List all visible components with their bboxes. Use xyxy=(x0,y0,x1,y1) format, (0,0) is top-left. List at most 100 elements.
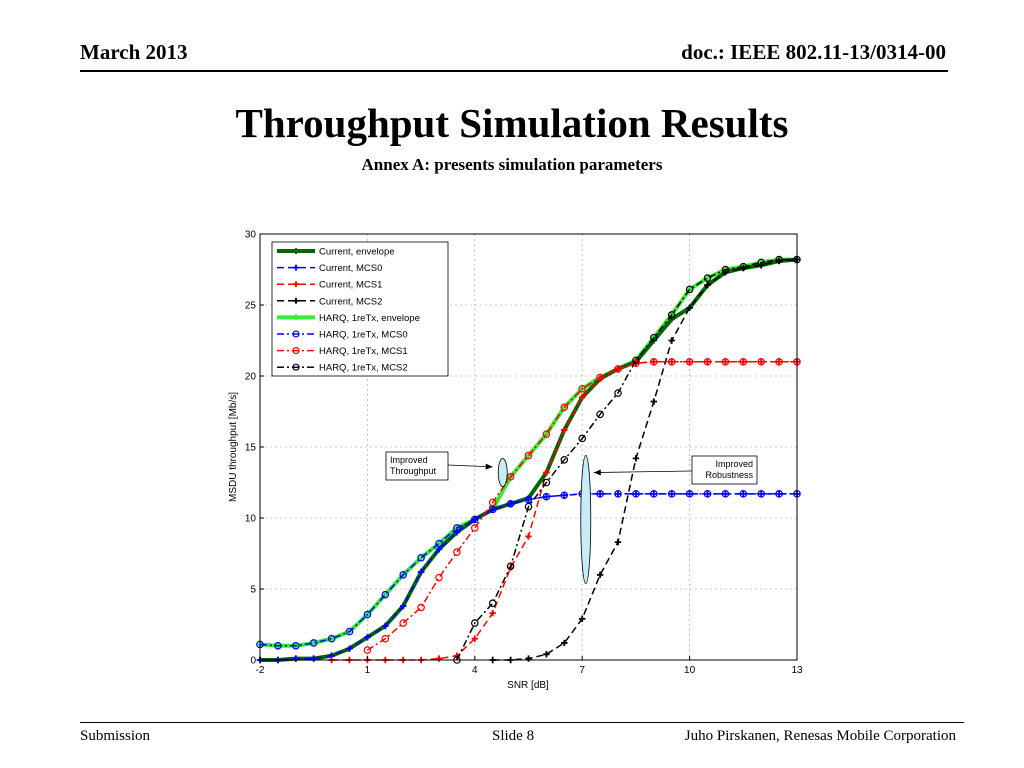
slide-subtitle: Annex A: presents simulation parameters xyxy=(361,155,663,174)
x-tick-label: -2 xyxy=(256,665,265,676)
series-line xyxy=(259,493,797,647)
slide-title: Throughput Simulation Results xyxy=(235,100,789,146)
data-point xyxy=(453,524,461,532)
data-point xyxy=(685,358,694,366)
data-point xyxy=(703,490,712,498)
data-point xyxy=(524,502,533,511)
data-point xyxy=(417,553,425,562)
data-point xyxy=(417,568,425,576)
legend-entry: Current, MCS2 xyxy=(277,296,382,307)
legend-label: HARQ, 1reTx, MCS0 xyxy=(319,330,408,341)
data-point xyxy=(506,499,515,508)
data-point xyxy=(292,347,300,355)
throughput-chart: -2 1 4 7 10 13 0 5 10 15 20 25 30 SNR [dB] MSDU thro… xyxy=(228,230,803,692)
data-point xyxy=(524,451,533,460)
data-point xyxy=(327,634,336,643)
legend-label: Current, MCS2 xyxy=(319,296,382,307)
header-doc-id: doc.: IEEE 802.11-13/0314-00 xyxy=(681,40,946,64)
data-point xyxy=(632,490,640,498)
data-point xyxy=(739,358,748,366)
footer-author: Juho Pirskanen, Renesas Mobile Corporati… xyxy=(684,728,956,744)
data-point xyxy=(560,491,569,500)
y-tick-label: 30 xyxy=(245,230,257,241)
data-point xyxy=(345,627,354,636)
data-point xyxy=(739,262,748,271)
y-tick-label: 15 xyxy=(245,443,257,454)
data-point xyxy=(542,492,551,501)
legend-label: Current, MCS1 xyxy=(319,280,382,291)
y-tick-label: 25 xyxy=(245,301,257,312)
data-point xyxy=(686,304,693,312)
y-axis-label: MSDU throughput [Mb/s] xyxy=(228,392,239,502)
series-harq-1retx-mcs1 xyxy=(363,358,801,654)
data-point xyxy=(293,297,299,304)
data-point xyxy=(471,515,479,524)
annotation-label: Robustness xyxy=(705,470,753,480)
data-point xyxy=(274,641,282,650)
data-point xyxy=(293,248,299,254)
data-point xyxy=(381,634,390,643)
data-point xyxy=(596,410,604,419)
data-point xyxy=(364,634,371,641)
x-tick-label: 7 xyxy=(579,665,585,676)
legend-entry: Current, MCS1 xyxy=(277,280,382,291)
data-point xyxy=(293,314,299,321)
data-point xyxy=(542,430,551,439)
legend-entry: HARQ, 1reTx, MCS0 xyxy=(277,330,408,341)
data-point xyxy=(667,358,676,366)
annotation-arrow xyxy=(593,470,693,473)
data-point xyxy=(614,538,622,546)
legend-label: HARQ, 1reTx, envelope xyxy=(319,313,420,324)
chart-ticks: -2 1 4 7 10 13 0 5 10 15 20 25 30 xyxy=(245,230,803,677)
y-tick-label: 0 xyxy=(250,656,256,667)
legend-entry: Current, MCS0 xyxy=(277,263,382,274)
data-point xyxy=(293,281,299,288)
legend-frame xyxy=(271,241,449,377)
data-point xyxy=(739,490,748,498)
data-point xyxy=(292,330,300,338)
data-point xyxy=(757,358,766,366)
header-date: March 2013 xyxy=(80,40,188,64)
data-point xyxy=(543,651,550,658)
data-point xyxy=(381,590,390,599)
legend-label: Current, envelope xyxy=(319,247,395,258)
annotation-label: Throughput xyxy=(390,466,437,476)
data-point xyxy=(721,265,730,274)
data-point xyxy=(488,599,497,608)
data-point xyxy=(560,403,569,412)
y-tick-label: 20 xyxy=(245,372,257,383)
data-point xyxy=(614,389,622,397)
data-point xyxy=(524,495,533,504)
data-point xyxy=(488,505,497,514)
data-point xyxy=(560,455,569,464)
data-point xyxy=(471,619,479,627)
x-tick-label: 13 xyxy=(791,665,803,676)
data-point xyxy=(292,641,300,650)
data-point xyxy=(667,490,676,498)
data-point xyxy=(506,562,515,571)
data-point xyxy=(632,359,640,368)
data-point xyxy=(435,573,443,582)
data-point xyxy=(685,285,694,294)
x-tick-label: 1 xyxy=(365,665,371,676)
data-point xyxy=(435,655,443,662)
chart-legend: Current, envelope Current, MCS0 Current, M… xyxy=(271,241,449,377)
legend-label: HARQ, 1reTx, MCS1 xyxy=(319,346,408,357)
data-point xyxy=(309,639,318,647)
data-point xyxy=(578,434,587,443)
data-point xyxy=(363,610,372,619)
data-point xyxy=(292,363,300,371)
data-point xyxy=(471,635,478,642)
data-point xyxy=(649,490,658,498)
data-point xyxy=(614,490,622,498)
data-point xyxy=(417,603,425,612)
highlight-ellipse xyxy=(580,455,592,584)
x-tick-label: 10 xyxy=(684,665,696,676)
data-point xyxy=(346,645,353,652)
data-point xyxy=(757,258,766,267)
y-tick-label: 10 xyxy=(245,514,257,525)
data-point xyxy=(757,490,766,498)
data-point xyxy=(632,356,640,365)
